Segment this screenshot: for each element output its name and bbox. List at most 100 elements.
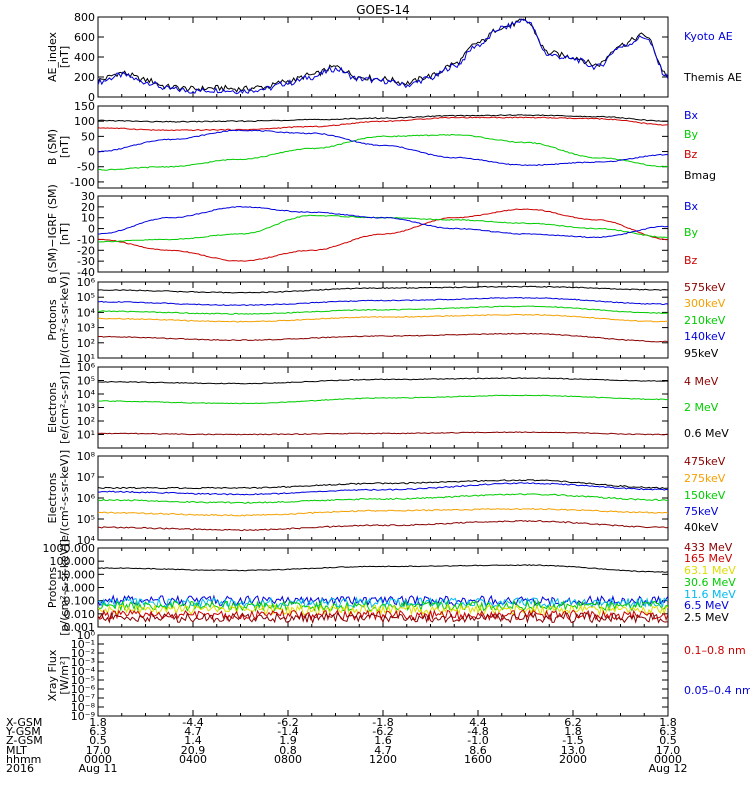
y-tick-label: 10⁴ (77, 388, 96, 401)
time-row-label: Z-GSM (6, 734, 43, 747)
legend-label: 433 MeV (684, 541, 733, 554)
legend-label: 300keV (684, 297, 726, 310)
time-cell: 1.8 (564, 725, 582, 738)
y-tick-label: 10¹ (77, 352, 95, 365)
series-line-433-mev (98, 611, 668, 625)
time-cell: 17.0 (86, 744, 111, 757)
y-tick-label: 10⁷ (77, 471, 95, 484)
legend-label: Bz (684, 254, 698, 267)
y-tick-label: -100 (70, 176, 95, 189)
time-cell: 17.0 (656, 744, 681, 757)
time-cell: Aug 11 (79, 762, 118, 775)
y-axis-label: Protons (46, 299, 59, 340)
legend-label: 0.05–0.4 nm (684, 684, 750, 697)
series-group (98, 18, 668, 95)
y-tick-label: 10² (77, 337, 95, 350)
series-line-475kev (98, 520, 668, 532)
legend-label: 0.6 MeV (684, 427, 729, 440)
legend-label: 575keV (684, 281, 726, 294)
y-axis-label: [p/(cm²-s-sr-keV)] (58, 272, 71, 369)
y-tick-label: 10⁵ (77, 291, 95, 304)
y-tick-label: -40 (77, 266, 95, 279)
y-tick-label: 10⁻⁷ (71, 692, 95, 705)
time-cell: 6.2 (564, 716, 582, 729)
y-axis-label: Protons (46, 567, 59, 608)
time-cell: -1.5 (562, 734, 583, 747)
legend-label: Bx (684, 200, 699, 213)
legend-label: 2.5 MeV (684, 611, 729, 624)
y-tick-label: -30 (77, 255, 95, 268)
time-cell: 0.8 (279, 744, 297, 757)
y-tick-label: 10⁵ (77, 513, 95, 526)
series-line-by (98, 133, 668, 171)
y-tick-label: 10⁰ (77, 629, 96, 642)
time-cell: 0.5 (659, 734, 677, 747)
y-axis-label: Xray Flux (46, 649, 59, 701)
y-tick-label: 10⁻⁵ (71, 674, 95, 687)
series-line-95kev (98, 285, 668, 294)
y-axis-label: Electrons (46, 472, 59, 523)
y-tick-label: 10.000 (57, 568, 96, 581)
legend-label: 11.6 MeV (684, 588, 736, 601)
time-cell: 0000 (84, 753, 112, 766)
y-tick-label: 20 (81, 201, 95, 214)
y-tick-label: 50 (81, 130, 95, 143)
time-row-label: X-GSM (6, 716, 42, 729)
y-tick-label: 800 (74, 11, 95, 24)
y-axis-label: [e/(cm²-s-sr)] (58, 371, 71, 444)
series-line-0-6-mev (98, 377, 668, 385)
series-line-40kev (98, 479, 668, 490)
time-cell: 1.6 (374, 734, 392, 747)
series-line-2-mev (98, 394, 668, 405)
series-line-30-6-mev (98, 599, 668, 613)
time-cell: 0000 (654, 753, 682, 766)
y-tick-label: 0.100 (64, 595, 96, 608)
y-axis-label: [p/(cm²-s-sr-keV)] (58, 539, 71, 636)
y-tick-label: 10⁸ (77, 450, 96, 463)
legend-label: 210keV (684, 314, 726, 327)
legend-label: 95keV (684, 347, 719, 360)
y-tick-label: 100 (74, 115, 95, 128)
series-line-kyoto-ae (98, 18, 668, 95)
panel-2: -100 -50 0 50 100 150 B (SM) [nT] Bx By Bz Bmag (46, 100, 716, 189)
time-cell: -1.0 (467, 734, 488, 747)
panel-6: 10⁴ 10⁵ 10⁶ 10⁷ 10⁸ Electrons [e/(cm²-s-sr-keV… (46, 450, 726, 547)
y-tick-label: 0 (88, 91, 95, 104)
time-cell: 1600 (464, 753, 492, 766)
time-cell: 13.0 (561, 744, 586, 757)
y-tick-label: 10⁴ (77, 534, 96, 547)
y-axis-label: [nT] (58, 223, 71, 245)
y-axis-label: Electrons (46, 382, 59, 433)
series-line-2-5-mev (98, 564, 668, 573)
legend-label: 30.6 MeV (684, 576, 736, 589)
panel-frame (97, 455, 669, 541)
legend-label: By (684, 128, 699, 141)
legend-label: 0.1–0.8 nm (684, 644, 746, 657)
time-cell: -1.8 (372, 716, 393, 729)
y-tick-label: 10 (81, 212, 95, 225)
time-cell: 0.5 (89, 734, 107, 747)
time-cell: -4.8 (467, 725, 488, 738)
y-axis-label: B (SM) (46, 129, 59, 165)
y-tick-label: 600 (74, 31, 95, 44)
time-cell: 1200 (369, 753, 397, 766)
y-tick-label: 10⁻⁹ (71, 710, 95, 723)
y-tick-label: 1000.000 (43, 542, 96, 555)
y-tick-label: 0.001 (64, 621, 96, 634)
y-tick-label: 10⁻¹ (71, 638, 95, 651)
series-line-275kev (98, 507, 668, 517)
panel-7: 0.0010.0100.1001.00010.000100.0001000.00… (43, 539, 737, 636)
legend-label: 6.5 MeV (684, 599, 729, 612)
y-tick-label: 10¹ (77, 429, 95, 442)
series-line-bz (98, 116, 668, 132)
series-line-300kev (98, 313, 668, 323)
y-tick-label: 150 (74, 100, 95, 113)
chart-title: GOES-14 (356, 3, 410, 17)
time-row-label: Y-GSM (5, 725, 41, 738)
y-tick-label: 10² (77, 415, 95, 428)
y-tick-label: 10⁻⁸ (71, 701, 96, 714)
series-line-150kev (98, 493, 668, 504)
